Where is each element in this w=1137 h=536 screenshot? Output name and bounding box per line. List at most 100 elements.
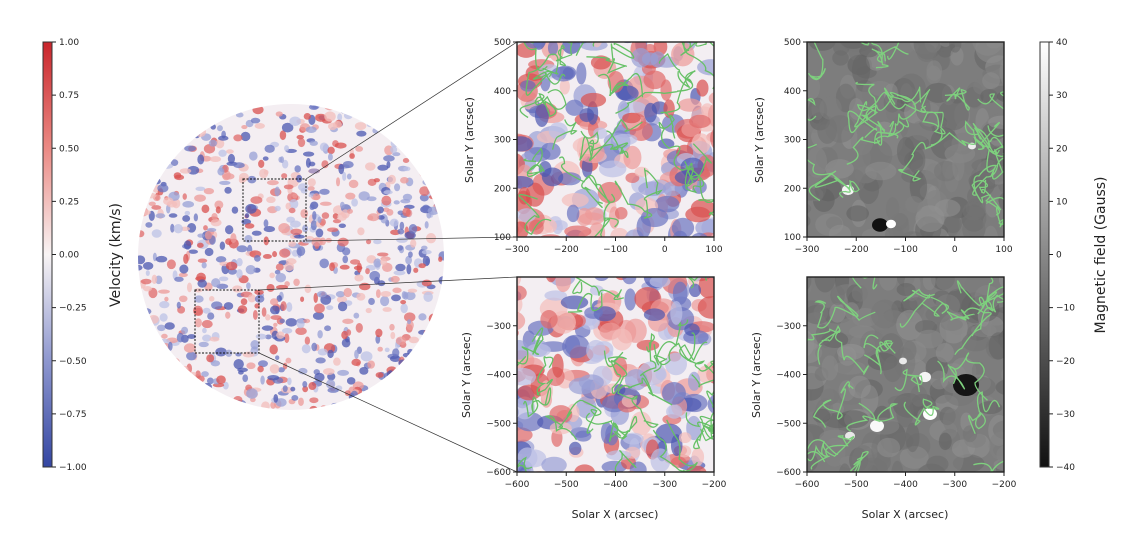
velocity-cell <box>422 255 431 267</box>
velocity-cell <box>178 272 188 278</box>
contour-line <box>608 421 629 442</box>
velocity-cell <box>406 373 412 380</box>
magnetic-cell <box>865 161 897 181</box>
velocity-cell <box>201 262 207 269</box>
velocity-cell <box>543 219 557 233</box>
velocity-cell <box>274 186 281 197</box>
velocity-cell <box>409 401 416 409</box>
velocity-cell <box>244 213 250 219</box>
velocity-cell <box>376 252 389 257</box>
velocity-cell <box>424 221 429 229</box>
velocity-cell <box>623 145 642 170</box>
magnetic-cell <box>936 277 966 292</box>
velocity-cell <box>632 237 654 248</box>
velocity-cell <box>408 336 420 344</box>
velocity-cell <box>198 341 209 348</box>
velocity-cell <box>377 346 383 352</box>
magnetic-cell <box>851 285 869 302</box>
velocity-cell <box>307 178 316 187</box>
velocity-cell <box>383 190 393 195</box>
x-tick-label: 100 <box>705 245 722 255</box>
velocity-north-ylabel: Solar Y (arcsec) <box>463 97 476 183</box>
velocity-cell <box>374 108 386 115</box>
velocity-cell <box>433 333 438 344</box>
velocity-cell <box>183 240 192 250</box>
velocity-cell <box>432 123 438 131</box>
contour-line <box>517 456 533 472</box>
velocity-cell <box>211 278 221 288</box>
velocity-cell <box>422 366 431 371</box>
velocity-cell <box>141 308 152 315</box>
velocity-cell <box>174 174 185 181</box>
velocity-cell <box>147 360 157 368</box>
velocity-cell <box>219 241 226 251</box>
velocity-cell <box>238 176 246 184</box>
velocity-cell <box>431 341 437 346</box>
velocity-cell <box>355 145 364 152</box>
magnetic-cell <box>851 445 875 472</box>
velocity-cell <box>541 167 564 187</box>
velocity-cell <box>316 290 327 298</box>
velocity-cell <box>389 355 401 362</box>
velocity-cell <box>204 247 214 257</box>
velocity-cell <box>319 201 332 206</box>
magnetic-cell <box>988 332 1004 360</box>
velocity-cell <box>258 360 268 368</box>
velocity-cell <box>291 394 299 401</box>
velocity-cell <box>407 319 412 325</box>
velocity-cell <box>158 399 170 404</box>
velocity-cell <box>416 392 428 401</box>
velocity-cell <box>345 192 356 200</box>
velocity-cell <box>301 344 311 354</box>
velocity-cell <box>369 104 379 110</box>
velocity-cell <box>398 141 407 146</box>
velocity-cell <box>436 156 444 166</box>
colorbar-tick-label: 0 <box>1056 251 1062 261</box>
velocity-cell <box>223 302 234 310</box>
contour-line <box>944 87 970 111</box>
connector-line-south-top <box>258 276 518 291</box>
velocity-cell <box>354 349 359 359</box>
velocity-cell <box>148 119 159 126</box>
colorbar-tick-label: −20 <box>1056 357 1075 367</box>
velocity-cell <box>202 307 211 314</box>
velocity-cell <box>429 346 440 351</box>
magnetic-cell <box>977 401 1003 415</box>
velocity-cell <box>185 113 198 121</box>
velocity-cell <box>202 383 212 391</box>
velocity-cell <box>179 105 191 114</box>
magnetic-cell <box>807 428 814 451</box>
velocity-cell <box>281 122 294 133</box>
velocity-cell <box>183 343 196 353</box>
contour-line <box>920 105 946 135</box>
velocity-cell <box>517 136 533 152</box>
velocity-cell <box>311 342 318 352</box>
x-tick-label: −600 <box>795 480 820 490</box>
velocity-cell <box>337 237 349 247</box>
velocity-cell <box>403 312 416 322</box>
velocity-cell <box>197 387 203 395</box>
velocity-cell <box>166 399 178 407</box>
velocity-cell <box>424 364 429 369</box>
velocity-cell <box>348 179 359 189</box>
velocity-cell <box>194 295 204 303</box>
velocity-cell <box>284 262 295 272</box>
velocity-cell <box>246 388 258 399</box>
magnetic-cell <box>926 455 949 472</box>
velocity-cell <box>364 162 376 171</box>
velocity-north-ticks: −300 −200 −100 0 100 100 200 300 400 500 <box>494 38 723 255</box>
velocity-cell <box>186 385 191 396</box>
velocity-cell <box>296 318 305 329</box>
velocity-cell <box>698 277 714 299</box>
velocity-cell <box>261 401 270 410</box>
velocity-cell <box>164 296 169 302</box>
magnetic-cell <box>938 432 952 451</box>
velocity-cell <box>324 325 332 332</box>
contour-line <box>854 86 922 128</box>
velocity-cell <box>319 142 329 152</box>
velocity-cell <box>281 159 289 169</box>
velocity-cell <box>407 402 418 410</box>
velocity-cell <box>319 237 326 246</box>
velocity-cell <box>263 169 269 175</box>
